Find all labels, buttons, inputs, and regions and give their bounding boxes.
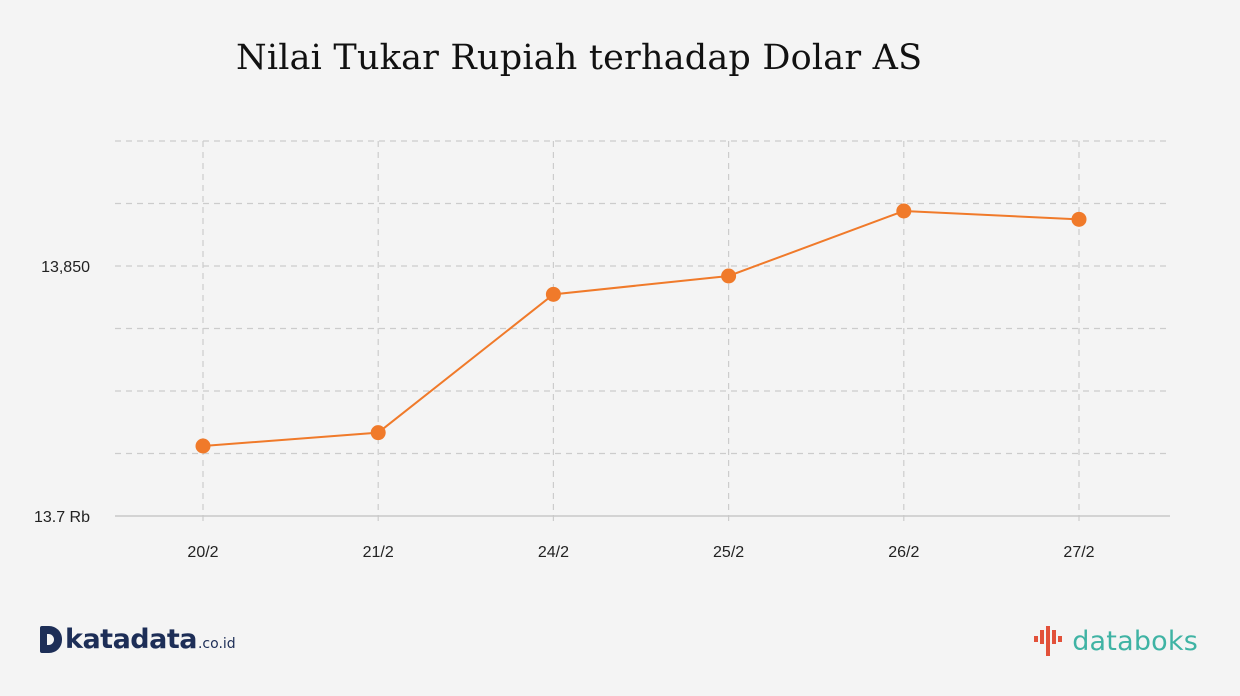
y-tick-label: 13.7 Rb (34, 509, 90, 526)
databoks-logo-icon (1034, 626, 1063, 656)
series-layer (195, 203, 1087, 454)
x-tick-label: 26/2 (888, 544, 919, 561)
x-tick-label: 27/2 (1063, 544, 1094, 561)
x-tick-label: 24/2 (538, 544, 569, 561)
data-point (545, 286, 561, 302)
katadata-logo-icon (40, 626, 62, 653)
y-axis-ticks: 13.7 Rb 13,850 (34, 259, 90, 526)
x-tick-label: 21/2 (363, 544, 394, 561)
data-point (370, 425, 386, 441)
katadata-logo: katadata .co.id (40, 626, 236, 653)
katadata-logo-text: katadata (65, 624, 197, 655)
katadata-logo-suffix: .co.id (197, 636, 236, 652)
data-point (1071, 211, 1087, 227)
databoks-logo: databoks (1032, 624, 1198, 658)
grid-lines (115, 140, 1170, 524)
x-tick-label: 20/2 (187, 544, 218, 561)
y-tick-label: 13,850 (41, 259, 90, 276)
data-point (195, 438, 211, 454)
series-line (202, 209, 1080, 447)
data-point (721, 268, 737, 284)
databoks-logo-text: databoks (1072, 625, 1198, 657)
x-tick-label: 25/2 (713, 544, 744, 561)
chart-title: Nilai Tukar Rupiah terhadap Dolar AS (236, 38, 923, 78)
data-point (896, 203, 912, 219)
x-axis-ticks: 20/2 21/2 24/2 25/2 26/2 27/2 (187, 544, 1094, 561)
